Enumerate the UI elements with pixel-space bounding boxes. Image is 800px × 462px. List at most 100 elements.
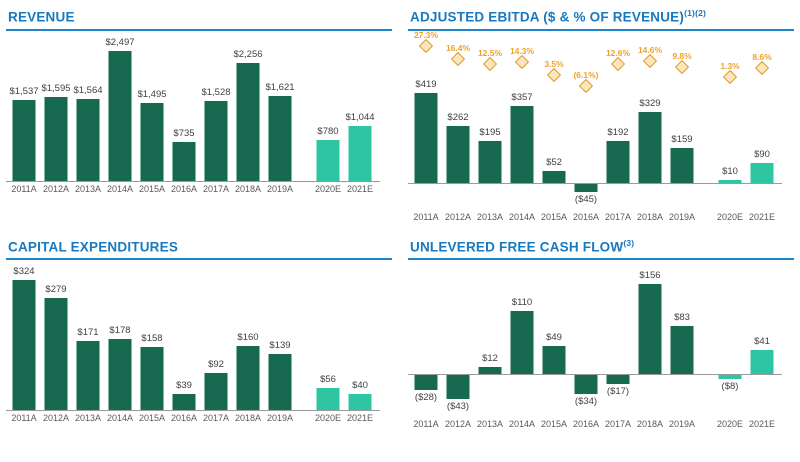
bar-group-2020E: ($8) 2020E bbox=[714, 264, 746, 429]
bar-value-label: $324 bbox=[13, 266, 35, 277]
pct-label: 12.5% bbox=[477, 47, 503, 58]
bar-2015A bbox=[542, 345, 566, 374]
bar-2020E bbox=[316, 139, 340, 181]
bar-value-label: $41 bbox=[754, 336, 770, 348]
bar-value-label: ($8) bbox=[721, 380, 739, 392]
bar-value-label: ($45) bbox=[574, 194, 598, 206]
bar-value-label: $1,495 bbox=[137, 88, 167, 100]
bar-2013A bbox=[478, 367, 502, 374]
bar-value-label: $2,497 bbox=[105, 36, 135, 48]
bar-value-label: $2,256 bbox=[233, 49, 263, 61]
x-tick-label: 2015A bbox=[138, 413, 166, 423]
bar-2014A bbox=[510, 310, 534, 374]
pct-label: (6.1%) bbox=[573, 70, 599, 81]
bar-2016A bbox=[574, 374, 598, 394]
bar-value-label: ($43) bbox=[446, 400, 470, 412]
bar-value-label: $52 bbox=[546, 157, 562, 169]
bar-group-2013A: $195 12.5% 2013A bbox=[474, 35, 506, 222]
bar-2019A bbox=[670, 326, 694, 374]
bar-value-label: $158 bbox=[141, 332, 163, 344]
bar-value-label: $780 bbox=[317, 125, 339, 137]
chart-title-capex: CAPITAL EXPENDITURES bbox=[6, 236, 392, 260]
bar-group-2013A: $1,564 2013A bbox=[72, 35, 104, 193]
bar-group-2019A: $159 9.8% 2019A bbox=[666, 35, 698, 222]
bar-group-2017A: $192 12.6% 2017A bbox=[602, 35, 634, 222]
bar-group-2020E: $780 2020E bbox=[312, 35, 344, 194]
bar-group-2018A: $329 14.6% 2018A bbox=[634, 35, 666, 221]
plot-ufcf: ($28) 2011A ($43) 2012A $12 2013A $110 2014A $49… bbox=[408, 264, 794, 429]
x-tick-label: 2015A bbox=[138, 183, 166, 194]
bar-2016A bbox=[172, 394, 196, 410]
chart-ufcf: UNLEVERED FREE CASH FLOW(3) ($28) 2011A ($… bbox=[408, 236, 794, 429]
bar-2017A bbox=[204, 100, 228, 181]
pct-label: 8.6% bbox=[752, 52, 772, 63]
bar-2021E bbox=[348, 126, 372, 181]
bar-2011A bbox=[414, 374, 438, 391]
pct-label: 14.6% bbox=[637, 45, 663, 56]
chart-capex: CAPITAL EXPENDITURES $324 2011A $279 2012A $… bbox=[6, 236, 392, 430]
bar-2019A bbox=[670, 148, 694, 183]
x-axis-line bbox=[408, 182, 782, 184]
bar-group-2021E: $40 2021E bbox=[344, 264, 376, 423]
x-tick-label: 2012A bbox=[42, 413, 70, 423]
chart-title-ufcf: UNLEVERED FREE CASH FLOW(3) bbox=[408, 236, 794, 260]
bar-group-2012A: $262 16.4% 2012A bbox=[442, 35, 474, 222]
chart-revenue: REVENUE $1,537 2011A $1,595 2012A $1,564 2013… bbox=[6, 6, 392, 222]
bar-value-label: $279 bbox=[45, 284, 67, 296]
bar-2018A bbox=[638, 284, 662, 374]
chart-title-text: UNLEVERED FREE CASH FLOW bbox=[410, 239, 624, 254]
bar-2015A bbox=[140, 346, 164, 410]
bar-group-2019A: $83 2019A bbox=[666, 264, 698, 429]
bar-value-label: $262 bbox=[447, 112, 469, 124]
bar-value-label: $1,528 bbox=[201, 86, 231, 98]
bar-group-2011A: ($28) 2011A bbox=[410, 264, 442, 429]
x-axis-line bbox=[6, 180, 380, 182]
x-tick-label: 2018A bbox=[636, 419, 664, 429]
bar-2020E bbox=[718, 374, 742, 379]
x-tick-label: 2017A bbox=[202, 183, 230, 194]
x-tick-label: 2011A bbox=[11, 413, 37, 423]
bar-value-label: $178 bbox=[109, 324, 131, 336]
bar-value-label: $1,621 bbox=[265, 82, 295, 94]
bar-group-2018A: $156 2018A bbox=[634, 264, 666, 429]
bar-group-2017A: $1,528 2017A bbox=[200, 35, 232, 194]
bar-2016A bbox=[574, 182, 598, 193]
bar-2012A bbox=[44, 97, 68, 181]
chart-title-ebitda: ADJUSTED EBITDA ($ & % OF REVENUE)(1)(2) bbox=[408, 6, 794, 31]
bar-group-2015A: $49 2015A bbox=[538, 264, 570, 429]
bar-group-2020E: $10 1.3% 2020E bbox=[714, 35, 746, 221]
bar-value-label: $1,595 bbox=[41, 83, 71, 95]
x-tick-label: 2016A bbox=[572, 419, 600, 429]
x-tick-label: 2013A bbox=[74, 413, 102, 423]
bar-group-2016A: $39 2016A bbox=[168, 264, 200, 423]
bar-value-label: $1,537 bbox=[9, 86, 39, 98]
bar-value-label: $1,564 bbox=[73, 85, 103, 97]
chart-title-footnote: (1)(2) bbox=[684, 8, 707, 18]
bar-value-label: $40 bbox=[352, 379, 368, 391]
pct-diamond-marker bbox=[482, 56, 498, 71]
x-tick-label: 2021E bbox=[346, 183, 374, 194]
bar-2014A bbox=[510, 105, 534, 183]
x-tick-label: 2011A bbox=[413, 419, 439, 429]
pct-label: 3.5% bbox=[544, 58, 564, 69]
bar-group-2021E: $41 2021E bbox=[746, 264, 778, 429]
bar-2017A bbox=[606, 141, 630, 183]
bar-2018A bbox=[236, 345, 260, 410]
bar-value-label: $159 bbox=[671, 134, 693, 146]
x-tick-label: 2018A bbox=[234, 183, 262, 194]
bar-value-label: $10 bbox=[722, 166, 738, 178]
chart-title-text: CAPITAL EXPENDITURES bbox=[8, 239, 179, 254]
bar-2015A bbox=[542, 171, 566, 183]
bar-value-label: $139 bbox=[269, 340, 291, 352]
bar-value-label: $56 bbox=[320, 373, 336, 385]
bar-value-label: $195 bbox=[479, 126, 501, 138]
bar-group-2019A: $139 2019A bbox=[264, 264, 296, 423]
bar-group-2014A: $178 2014A bbox=[104, 264, 136, 423]
x-tick-label: 2014A bbox=[106, 183, 134, 194]
bar-value-label: $110 bbox=[511, 296, 533, 308]
bar-group-2015A: $1,495 2015A bbox=[136, 35, 168, 194]
bar-2012A bbox=[446, 374, 470, 399]
bar-group-2016A: $735 2016A bbox=[168, 35, 200, 193]
x-axis-line bbox=[6, 410, 380, 411]
bar-value-label: $171 bbox=[77, 327, 99, 339]
